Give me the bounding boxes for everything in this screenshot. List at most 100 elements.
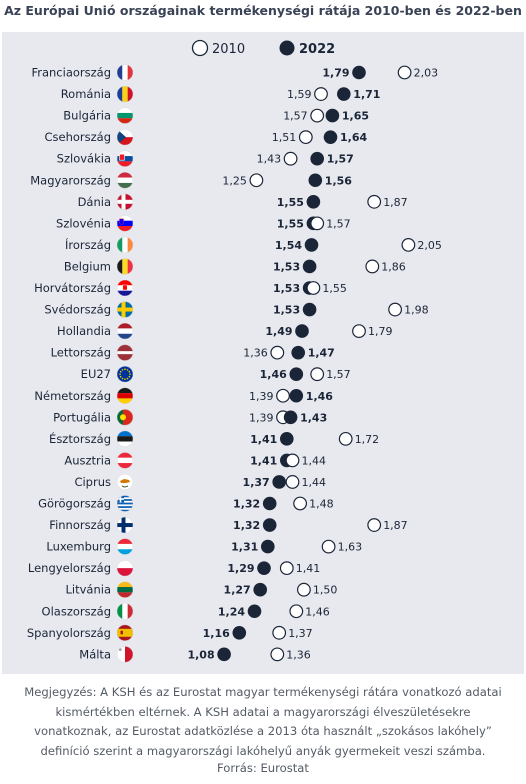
value-label-2022-france: 1,79 <box>322 67 349 80</box>
marker-2022-france <box>352 65 366 80</box>
value-label-2022-italy: 1,24 <box>218 605 245 618</box>
marker-2010-italy <box>289 604 304 619</box>
marker-2010-denmark <box>367 194 382 209</box>
value-label-2010-sweden: 1,98 <box>404 304 429 317</box>
marker-2022-denmark <box>306 195 321 209</box>
country-label-belgium: Belgium <box>64 259 111 273</box>
value-label-2010-italy: 1,46 <box>305 605 330 618</box>
value-label-2022-lithuania: 1,27 <box>224 584 251 597</box>
country-label-sweden: Svédország <box>44 303 111 317</box>
legend: 2010 2022 <box>191 39 335 57</box>
value-label-2022-luxembourg: 1,31 <box>231 541 258 554</box>
marker-2010-czechia <box>298 130 313 145</box>
value-label-2022-bulgaria: 1,65 <box>342 110 369 123</box>
marker-2022-sweden <box>302 302 317 317</box>
marker-2010-greece <box>293 496 308 511</box>
country-label-hungary: Magyarország <box>30 173 111 187</box>
value-label-2010-netherlands: 1,79 <box>368 325 393 338</box>
value-label-2010-eu: 1,57 <box>326 368 351 381</box>
value-label-2010-germany: 1,39 <box>249 390 274 403</box>
value-label-2022-belgium: 1,53 <box>273 260 300 273</box>
marker-2010-ireland <box>401 237 416 252</box>
source-line: Forrás: Eurostat <box>217 761 309 775</box>
value-label-2022-latvia: 1,47 <box>308 347 335 360</box>
country-label-portugal: Portugália <box>53 410 111 424</box>
flag-icon-germany <box>117 387 133 404</box>
marker-2022-luxembourg <box>261 539 275 554</box>
marker-2010-latvia <box>270 345 285 360</box>
country-label-eu: EU27 <box>81 367 111 381</box>
legend-label-2010: 2010 <box>212 42 245 57</box>
value-label-2010-lithuania: 1,50 <box>313 584 338 597</box>
value-label-2010-czechia: 1,51 <box>272 131 297 144</box>
flag-icon-belgium <box>117 258 133 275</box>
flag-icon-finland <box>117 517 133 534</box>
country-label-finland: Finnország <box>49 518 111 532</box>
flag-icon-portugal <box>117 409 133 426</box>
value-label-2010-france: 2,03 <box>414 67 439 80</box>
value-label-2022-spain: 1,16 <box>203 627 230 640</box>
value-label-2022-hungary: 1,56 <box>325 174 352 187</box>
marker-2010-lithuania <box>297 582 311 597</box>
marker-2010-slovakia <box>283 151 298 166</box>
country-label-malta: Málta <box>79 647 111 661</box>
value-label-2022-finland: 1,32 <box>233 519 260 532</box>
marker-2022-hungary <box>308 173 323 188</box>
marker-2010-bulgaria <box>310 108 325 123</box>
marker-2010-croatia <box>306 281 321 295</box>
value-label-2022-denmark: 1,55 <box>277 196 304 209</box>
country-label-denmark: Dánia <box>78 195 111 209</box>
marker-2022-latvia <box>291 345 306 360</box>
country-label-greece: Görögország <box>38 497 111 511</box>
flag-icon-sweden <box>117 301 133 318</box>
flag-icon-greece <box>117 495 133 512</box>
value-label-2022-slovenia: 1,55 <box>277 217 304 230</box>
marker-2022-spain <box>232 626 247 640</box>
country-label-austria: Ausztria <box>64 453 111 467</box>
flag-icon-cyprus <box>117 473 133 490</box>
country-label-france: Franciaország <box>31 66 111 80</box>
value-label-2010-cyprus: 1,44 <box>302 476 327 489</box>
flag-icon-slovakia <box>117 150 133 167</box>
flag-icon-latvia <box>117 344 133 361</box>
legend-marker-2022 <box>279 40 295 56</box>
marker-2010-poland <box>279 561 294 576</box>
flag-icon-malta <box>117 646 133 663</box>
value-label-2022-austria: 1,41 <box>250 454 277 467</box>
value-label-2022-croatia: 1,53 <box>273 282 300 295</box>
marker-2022-germany <box>289 388 304 403</box>
country-label-italy: Olaszország <box>42 604 111 618</box>
value-label-2022-ireland: 1,54 <box>275 239 302 252</box>
footnote: Megjegyzés: A KSH és az Eurostat magyar … <box>24 685 502 758</box>
marker-2022-netherlands <box>295 324 309 338</box>
value-label-2022-sweden: 1,53 <box>273 304 300 317</box>
flag-icon-france <box>117 64 133 81</box>
marker-2022-romania <box>337 87 351 101</box>
marker-2010-hungary <box>249 173 264 188</box>
marker-2010-netherlands <box>352 324 366 339</box>
flag-icon-poland <box>117 560 133 577</box>
value-label-2022-eu: 1,46 <box>260 368 287 381</box>
marker-2022-italy <box>247 604 262 619</box>
value-label-2022-poland: 1,29 <box>227 562 254 575</box>
flag-icon-bulgaria <box>117 107 133 124</box>
flag-icon-netherlands <box>117 323 133 340</box>
country-label-romania: Románia <box>61 87 111 101</box>
flag-icon-estonia <box>117 430 133 447</box>
value-label-2022-slovakia: 1,57 <box>327 153 354 166</box>
value-label-2010-luxembourg: 1,63 <box>338 541 363 554</box>
marker-2010-estonia <box>338 431 353 446</box>
value-label-2022-czechia: 1,64 <box>340 131 367 144</box>
marker-2022-malta <box>217 647 231 662</box>
chart-panel: 2010 2022 Franciaország 1,79 2,03 Románia 1,… <box>2 32 524 674</box>
flag-icon-lithuania <box>117 581 133 598</box>
value-label-2022-netherlands: 1,49 <box>265 325 292 338</box>
marker-2022-czechia <box>323 130 338 144</box>
marker-2010-spain <box>272 625 287 640</box>
flag-icon-ireland <box>117 236 133 253</box>
marker-2022-portugal <box>283 410 298 425</box>
legend-marker-2010 <box>191 39 209 57</box>
value-label-2022-malta: 1,08 <box>187 648 214 661</box>
country-label-germany: Németország <box>34 389 111 403</box>
value-label-2022-romania: 1,71 <box>353 88 380 101</box>
